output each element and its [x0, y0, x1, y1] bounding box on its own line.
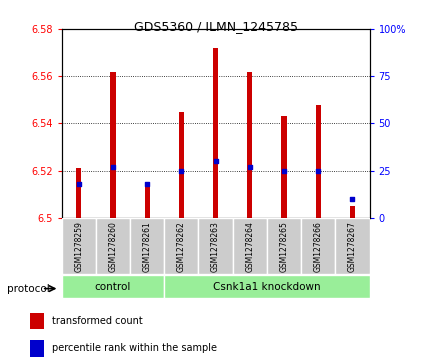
Point	[143, 181, 150, 187]
Bar	[62, 275, 164, 298]
Bar	[164, 218, 198, 274]
Text: GSM1278263: GSM1278263	[211, 222, 220, 273]
Bar	[282, 116, 286, 218]
Bar	[316, 105, 321, 218]
Bar	[76, 168, 81, 218]
Bar	[110, 72, 115, 218]
Bar	[179, 111, 184, 218]
Text: GSM1278265: GSM1278265	[279, 222, 289, 273]
Bar	[301, 218, 335, 274]
Bar	[233, 218, 267, 274]
Text: GSM1278267: GSM1278267	[348, 222, 357, 273]
Bar	[164, 275, 370, 298]
Bar	[213, 48, 218, 218]
Point	[178, 168, 185, 174]
Text: GDS5360 / ILMN_1245785: GDS5360 / ILMN_1245785	[134, 20, 297, 33]
Point	[281, 168, 288, 174]
Bar	[30, 340, 44, 357]
Bar	[62, 218, 96, 274]
Point	[212, 158, 219, 164]
Bar	[96, 218, 130, 274]
Text: GSM1278264: GSM1278264	[246, 222, 254, 273]
Text: percentile rank within the sample: percentile rank within the sample	[52, 343, 217, 353]
Bar	[350, 206, 355, 218]
Bar	[130, 218, 164, 274]
Point	[349, 196, 356, 202]
Text: GSM1278266: GSM1278266	[314, 222, 323, 273]
Point	[110, 164, 117, 170]
Text: protocol: protocol	[7, 284, 49, 294]
Bar	[335, 218, 370, 274]
Text: GSM1278260: GSM1278260	[108, 222, 117, 273]
Text: GSM1278261: GSM1278261	[143, 222, 152, 273]
Text: GSM1278259: GSM1278259	[74, 222, 83, 273]
Point	[75, 181, 82, 187]
Bar	[30, 313, 44, 330]
Point	[315, 168, 322, 174]
Bar	[267, 218, 301, 274]
Bar	[247, 72, 253, 218]
Bar	[198, 218, 233, 274]
Text: control: control	[95, 282, 131, 292]
Text: GSM1278262: GSM1278262	[177, 222, 186, 273]
Text: transformed count: transformed count	[52, 316, 143, 326]
Text: Csnk1a1 knockdown: Csnk1a1 knockdown	[213, 282, 321, 292]
Point	[246, 164, 253, 170]
Bar	[145, 182, 150, 218]
